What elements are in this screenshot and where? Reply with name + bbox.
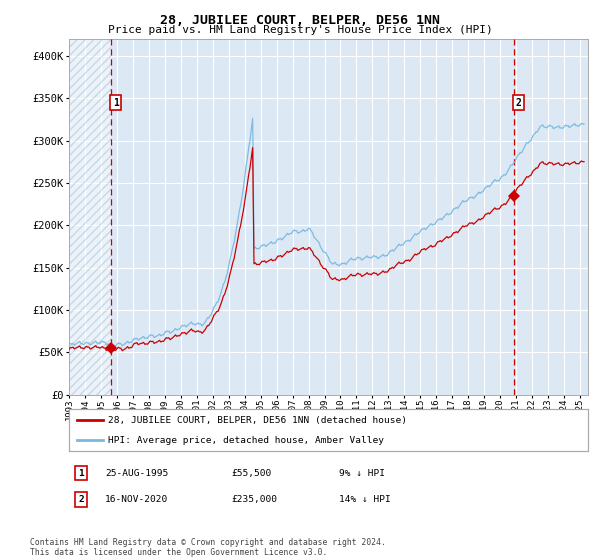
Text: 1: 1 (78, 469, 84, 478)
Text: Contains HM Land Registry data © Crown copyright and database right 2024.
This d: Contains HM Land Registry data © Crown c… (30, 538, 386, 557)
Text: 1: 1 (113, 97, 119, 108)
Text: 25-AUG-1995: 25-AUG-1995 (105, 469, 168, 478)
Text: £235,000: £235,000 (231, 495, 277, 504)
Text: £55,500: £55,500 (231, 469, 271, 478)
Text: 2: 2 (78, 495, 84, 504)
Text: 28, JUBILEE COURT, BELPER, DE56 1NN (detached house): 28, JUBILEE COURT, BELPER, DE56 1NN (det… (108, 416, 407, 424)
Text: HPI: Average price, detached house, Amber Valley: HPI: Average price, detached house, Ambe… (108, 436, 384, 445)
Text: 16-NOV-2020: 16-NOV-2020 (105, 495, 168, 504)
Text: Price paid vs. HM Land Registry's House Price Index (HPI): Price paid vs. HM Land Registry's House … (107, 25, 493, 35)
Bar (69, 39, 111, 395)
Text: 28, JUBILEE COURT, BELPER, DE56 1NN: 28, JUBILEE COURT, BELPER, DE56 1NN (160, 14, 440, 27)
Text: 9% ↓ HPI: 9% ↓ HPI (339, 469, 385, 478)
Text: 14% ↓ HPI: 14% ↓ HPI (339, 495, 391, 504)
Text: 2: 2 (516, 97, 521, 108)
